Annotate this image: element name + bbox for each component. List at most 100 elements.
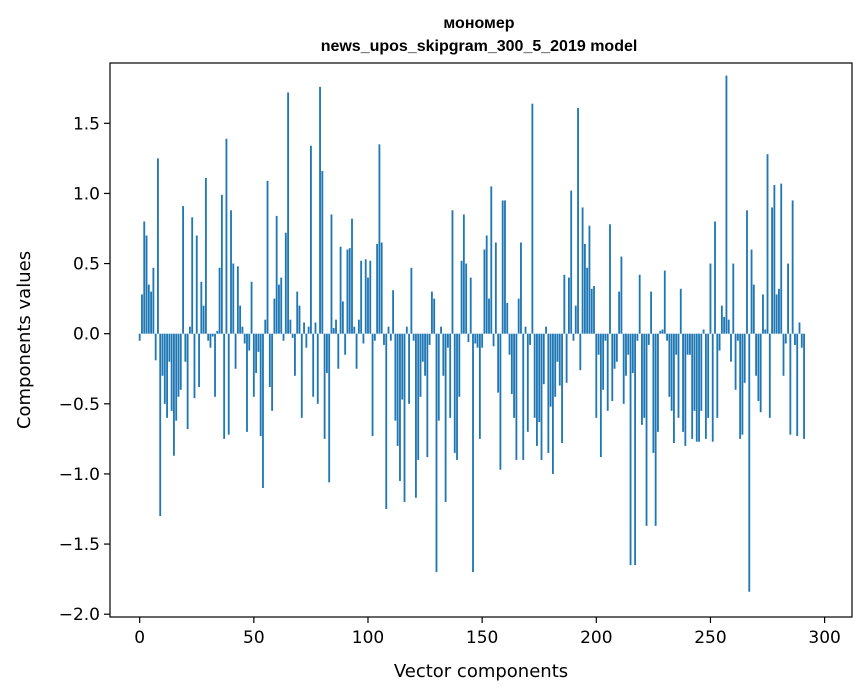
bar-247 <box>702 329 705 334</box>
bar-218 <box>636 333 639 341</box>
bar-61 <box>278 284 280 334</box>
bar-209 <box>615 333 618 362</box>
bar-287 <box>794 333 796 345</box>
bar-220 <box>641 333 643 425</box>
bar-131 <box>437 333 440 421</box>
bar-158 <box>499 333 502 470</box>
bar-13 <box>168 333 171 362</box>
bar-285 <box>789 333 792 435</box>
bar-60 <box>275 215 278 334</box>
bar-185 <box>561 333 563 444</box>
bar-256 <box>723 316 726 334</box>
bar-252 <box>714 221 716 334</box>
bar-70 <box>298 305 301 334</box>
bar-76 <box>312 333 315 397</box>
bar-14 <box>170 333 173 411</box>
bar-37 <box>223 333 226 439</box>
bar-283 <box>784 333 787 344</box>
bar-167 <box>520 242 522 334</box>
bar-129 <box>433 298 436 334</box>
bar-208 <box>613 333 616 369</box>
bar-64 <box>284 232 287 334</box>
bar-45 <box>241 326 244 334</box>
bar-59 <box>273 298 276 334</box>
bar-121 <box>415 333 417 498</box>
bar-110 <box>389 333 392 341</box>
bar-89 <box>341 301 344 334</box>
bar-263 <box>739 333 742 439</box>
bar-119 <box>410 267 413 334</box>
y-tick-label: −2.0 <box>59 605 100 625</box>
bar-127 <box>428 333 431 345</box>
bar-268 <box>750 249 753 334</box>
x-axis: 0 50 100 150 200 250 300 <box>134 617 841 648</box>
bar-141 <box>460 260 463 334</box>
bars-group <box>138 75 805 592</box>
bar-83 <box>328 333 331 483</box>
bar-245 <box>698 333 700 442</box>
bar-114 <box>399 333 401 481</box>
bar-207 <box>611 333 614 402</box>
bar-272 <box>759 333 762 413</box>
bar-140 <box>458 333 461 397</box>
bar-53 <box>259 333 262 437</box>
bar-233 <box>670 333 673 411</box>
bar-49 <box>250 281 253 334</box>
bar-277 <box>771 207 774 334</box>
bar-242 <box>691 333 694 439</box>
bar-222 <box>645 333 648 526</box>
bar-264 <box>741 333 744 435</box>
bar-65 <box>287 92 289 334</box>
bar-93 <box>351 218 353 334</box>
bar-154 <box>490 186 493 334</box>
bar-67 <box>291 333 294 338</box>
bar-212 <box>622 333 625 404</box>
bar-145 <box>469 277 472 334</box>
bar-284 <box>787 263 789 334</box>
bar-135 <box>446 333 449 348</box>
bar-12 <box>166 333 168 418</box>
bar-48 <box>248 333 251 351</box>
bar-201 <box>597 333 600 355</box>
bar-186 <box>563 274 566 334</box>
bar-234 <box>673 333 675 444</box>
bar-146 <box>472 333 474 573</box>
chart-title: мономер <box>443 15 514 32</box>
bar-279 <box>775 294 778 334</box>
bar-98 <box>362 333 365 344</box>
bar-75 <box>310 145 312 334</box>
bar-38 <box>225 138 228 334</box>
bar-173 <box>533 333 536 418</box>
bar-84 <box>330 214 333 334</box>
bar-175 <box>538 333 541 423</box>
bar-40 <box>230 210 232 334</box>
bar-117 <box>405 326 408 334</box>
bar-62 <box>280 277 283 334</box>
bar-94 <box>353 326 356 334</box>
bar-228 <box>659 330 662 334</box>
bar-66 <box>289 319 292 334</box>
bar-182 <box>554 333 557 397</box>
bar-216 <box>631 333 634 373</box>
bar-39 <box>227 333 230 435</box>
bar-116 <box>403 333 406 502</box>
bar-196 <box>586 267 589 334</box>
bar-44 <box>239 305 242 334</box>
bar-193 <box>579 333 582 371</box>
bar-30 <box>207 333 210 341</box>
bar-174 <box>536 333 538 446</box>
bar-162 <box>508 333 511 355</box>
bar-18 <box>179 333 182 390</box>
y-tick-label: 1.5 <box>73 114 100 134</box>
bar-112 <box>394 333 397 421</box>
bar-143 <box>465 263 468 334</box>
bar-244 <box>695 333 698 442</box>
bar-78 <box>316 333 319 404</box>
bar-82 <box>325 333 328 373</box>
bar-273 <box>762 294 764 334</box>
bar-86 <box>335 319 337 334</box>
bar-90 <box>344 333 347 355</box>
bar-239 <box>684 333 687 446</box>
bar-52 <box>257 333 260 352</box>
bar-115 <box>401 333 404 400</box>
